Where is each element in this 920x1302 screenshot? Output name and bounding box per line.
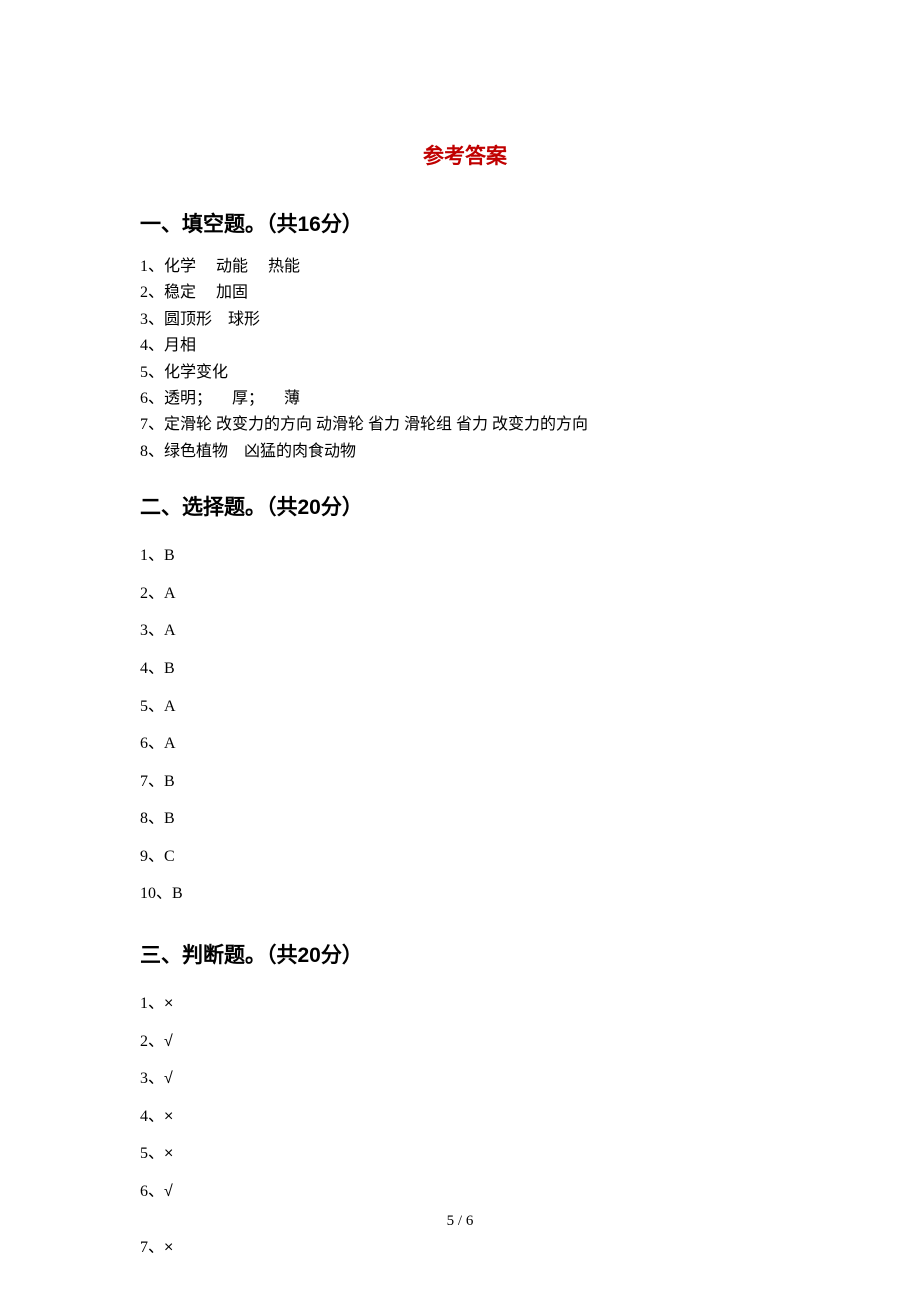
choice-item: 9、C: [140, 838, 790, 876]
section-heading-tf: 三、判断题。（共20分）: [140, 939, 790, 969]
tf-item: 6、√: [140, 1173, 790, 1211]
tf-item: 3、√: [140, 1060, 790, 1098]
answer-key-title: 参考答案: [140, 140, 790, 170]
fill-line: 7、定滑轮 改变力的方向 动滑轮 省力 滑轮组 省力 改变力的方向: [140, 412, 790, 438]
choice-item: 6、A: [140, 725, 790, 763]
tf-item: 1、×: [140, 985, 790, 1023]
choice-item: 1、B: [140, 537, 790, 575]
page-content: 参考答案 一、填空题。（共16分） 1、化学 动能 热能 2、稳定 加固 3、圆…: [0, 0, 920, 1266]
fill-line: 4、月相: [140, 333, 790, 359]
tf-item: 4、×: [140, 1098, 790, 1136]
section-heading-fill: 一、填空题。（共16分）: [140, 208, 790, 238]
section-heading-choice: 二、选择题。（共20分）: [140, 491, 790, 521]
choice-item: 7、B: [140, 763, 790, 801]
choice-item: 4、B: [140, 650, 790, 688]
choice-answers: 1、B 2、A 3、A 4、B 5、A 6、A 7、B 8、B 9、C 10、B: [140, 537, 790, 913]
fill-line: 6、透明； 厚； 薄: [140, 386, 790, 412]
choice-item: 10、B: [140, 875, 790, 913]
fill-line: 2、稳定 加固: [140, 280, 790, 306]
fill-line: 8、绿色植物 凶猛的肉食动物: [140, 439, 790, 465]
fill-line: 3、圆顶形 球形: [140, 307, 790, 333]
tf-item: 2、√: [140, 1023, 790, 1061]
choice-item: 8、B: [140, 800, 790, 838]
tf-item: 7、×: [140, 1229, 790, 1267]
choice-item: 2、A: [140, 575, 790, 613]
choice-item: 3、A: [140, 612, 790, 650]
tf-item: 5、×: [140, 1135, 790, 1173]
choice-item: 5、A: [140, 688, 790, 726]
fill-answers: 1、化学 动能 热能 2、稳定 加固 3、圆顶形 球形 4、月相 5、化学变化 …: [140, 254, 790, 465]
fill-line: 1、化学 动能 热能: [140, 254, 790, 280]
fill-line: 5、化学变化: [140, 360, 790, 386]
page-number: 5 / 6: [0, 1213, 920, 1230]
title-text: 参考答案: [423, 144, 507, 168]
